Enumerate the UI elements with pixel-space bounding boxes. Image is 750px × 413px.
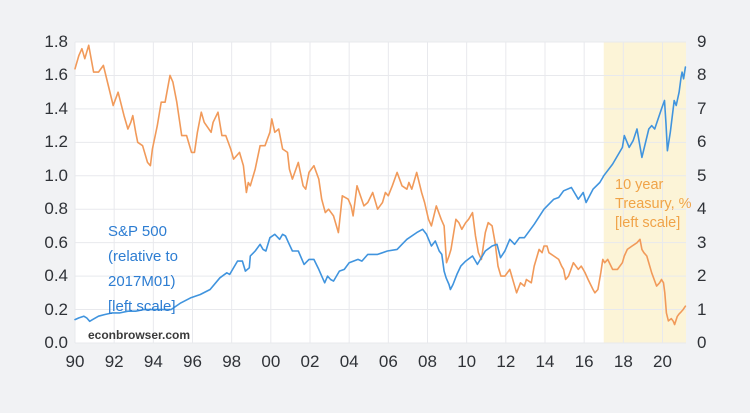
x-tick-label: 06	[378, 352, 398, 371]
watermark: econbrowser.com	[88, 328, 191, 342]
x-tick-label: 94	[143, 352, 163, 371]
treasury-annotation-line: 10 year	[615, 177, 664, 193]
x-tick-label: 12	[496, 352, 516, 371]
sp500-annotation-line: (relative to	[108, 248, 179, 265]
y-left-tick-label: 0.4	[44, 266, 68, 286]
y-right-tick-label: 5	[697, 165, 707, 185]
x-tick-label: 14	[535, 352, 555, 371]
x-tick-label: 00	[261, 352, 281, 371]
treasury-annotation: 10 year Treasury, % [left scale]	[615, 176, 692, 233]
y-left-tick-label: 1.0	[44, 165, 68, 185]
y-left-tick-label: 1.4	[44, 98, 68, 118]
shaded-region-2017-onward	[603, 42, 686, 343]
x-tick-label: 92	[104, 352, 124, 371]
y-left-tick-label: 1.2	[44, 132, 68, 152]
y-left-tick-label: 1.6	[44, 65, 68, 85]
y-right-tick-label: 7	[697, 98, 707, 118]
y-right-tick-label: 3	[697, 232, 707, 252]
x-tick-label: 16	[574, 352, 594, 371]
y-right-tick-label: 9	[697, 32, 707, 51]
x-tick-label: 18	[613, 352, 633, 371]
sp500-annotation-line: S&P 500	[108, 223, 167, 240]
series-line-treasury	[74, 44, 687, 326]
y-right-tick-label: 8	[697, 65, 707, 85]
x-tick-label: 96	[183, 352, 202, 371]
y-left-tick-label: 1.8	[44, 32, 68, 51]
treasury-annotation-line: Treasury, %	[615, 196, 692, 212]
x-tick-label: 10	[457, 352, 477, 371]
y-right-tick-label: 1	[697, 299, 707, 319]
series-line-sp500	[74, 66, 687, 323]
x-tick-label: 98	[222, 352, 242, 371]
y-right-tick-label: 0	[697, 333, 707, 352]
y-left-tick-label: 0.2	[44, 299, 68, 319]
y-left-tick-label: 0.6	[44, 232, 68, 252]
sp500-annotation-line: [left scale]	[108, 298, 176, 315]
x-tick-label: 04	[339, 352, 359, 371]
x-tick-label: 02	[300, 352, 320, 371]
y-left-tick-label: 0.8	[44, 199, 68, 219]
y-right-tick-label: 4	[697, 199, 707, 219]
y-left-tick-label: 0.0	[44, 333, 68, 352]
y-right-tick-label: 2	[697, 266, 707, 286]
x-tick-label: 20	[653, 352, 672, 371]
treasury-annotation-line: [left scale]	[615, 215, 681, 231]
sp500-annotation: S&P 500 (relative to 2017M01) [left scal…	[108, 219, 178, 319]
x-tick-label: 90	[65, 352, 85, 371]
sp500-annotation-line: 2017M01)	[108, 273, 176, 290]
y-right-tick-label: 6	[697, 132, 707, 152]
x-tick-label: 08	[418, 352, 437, 371]
